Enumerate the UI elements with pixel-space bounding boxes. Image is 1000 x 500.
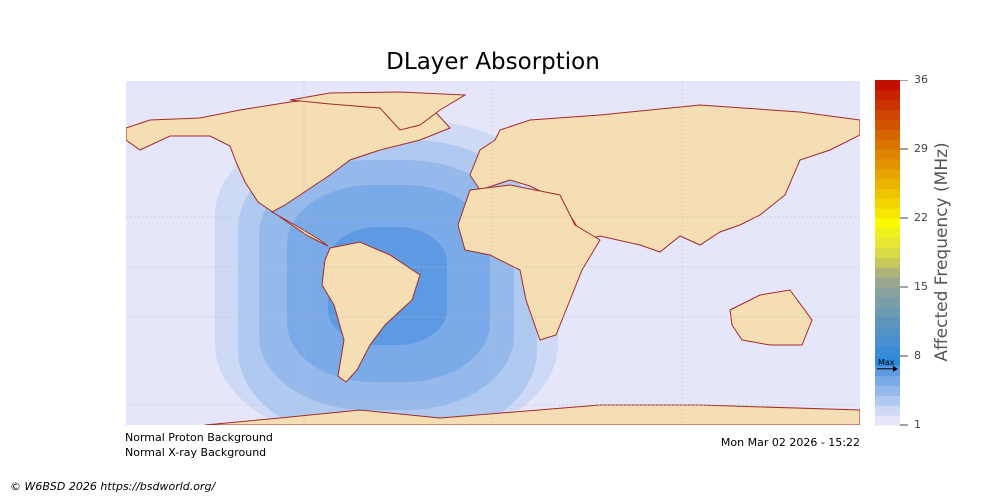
gridlines xyxy=(126,81,860,425)
timestamp: Mon Mar 02 2026 - 15:22 xyxy=(720,436,860,449)
colorbar-segment xyxy=(875,198,900,209)
colorbar-tick-label: 22 xyxy=(914,211,928,224)
colorbar-segment xyxy=(875,346,900,357)
colorbar-segment xyxy=(875,247,900,258)
colorbar-segment xyxy=(875,405,900,416)
colorbar-segment xyxy=(875,415,900,426)
copyright: © W6BSD 2026 https://bsdworld.org/ xyxy=(10,480,216,493)
colorbar-segment xyxy=(875,336,900,347)
colorbar-tick-label: 8 xyxy=(914,349,921,362)
colorbar-segment xyxy=(875,296,900,308)
colorbar-segment xyxy=(875,178,900,189)
colorbar-segment xyxy=(875,306,900,318)
colorbar-segment xyxy=(875,257,900,268)
xray-status: Normal X-ray Background xyxy=(125,446,267,459)
chart-title: DLayer Absorption xyxy=(386,49,600,75)
colorbar-tick-label: 1 xyxy=(914,418,921,431)
colorbar-segment xyxy=(875,316,900,327)
colorbar-tick-label: 15 xyxy=(914,280,928,293)
land-eurasia xyxy=(469,104,860,253)
proton-status: Normal Proton Background xyxy=(125,431,273,444)
colorbar-segment xyxy=(875,99,900,111)
colorbar-segment xyxy=(875,80,900,91)
colorbar-segment xyxy=(875,365,900,377)
colorbar-segment xyxy=(875,89,900,101)
colorbar-segment xyxy=(875,326,900,337)
land-masses xyxy=(126,91,860,425)
colorbar-segment xyxy=(875,277,900,288)
colorbar-segment xyxy=(875,356,900,367)
colorbar-segment xyxy=(875,119,900,130)
colorbar-segment xyxy=(875,227,900,239)
colorbar-segment xyxy=(875,395,900,406)
absorption-map xyxy=(126,81,860,425)
colorbar-segment xyxy=(875,149,900,160)
colorbar-segment xyxy=(875,129,900,140)
colorbar-tick-label: 36 xyxy=(914,73,928,86)
max-marker-label: Max xyxy=(878,358,895,367)
colorbar-segment xyxy=(875,158,900,170)
land-australia xyxy=(729,289,813,346)
max-arrowhead-icon xyxy=(893,365,898,372)
colorbar-segment xyxy=(875,139,900,150)
colorbar-segment xyxy=(875,188,900,199)
colorbar-segment xyxy=(875,168,900,180)
colorbar-tick-label: 29 xyxy=(914,142,928,155)
colorbar-label: Affected Frequency (MHz) xyxy=(932,142,952,362)
land-south-america xyxy=(321,241,421,383)
colorbar-segment xyxy=(875,375,900,387)
colorbar-segment xyxy=(875,385,900,396)
colorbar-segment xyxy=(875,208,900,219)
colorbar-segment xyxy=(875,267,900,278)
colorbar: Max xyxy=(875,80,908,426)
colorbar-segment xyxy=(875,287,900,298)
colorbar-segment xyxy=(875,218,900,229)
land-greenland xyxy=(289,91,467,131)
colorbar-segment xyxy=(875,109,900,120)
land-africa xyxy=(457,184,601,341)
colorbar-segment xyxy=(875,237,900,249)
